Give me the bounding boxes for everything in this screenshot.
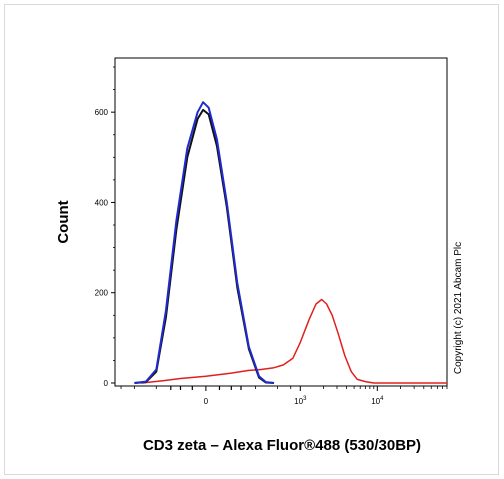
series-layer bbox=[134, 101, 447, 384]
y-axis: 0 200 400 600 bbox=[95, 66, 115, 388]
x-tick-label: 103 bbox=[294, 396, 307, 406]
plot-area bbox=[114, 57, 448, 387]
figure-frame bbox=[4, 4, 499, 475]
y-tick-label: 600 bbox=[95, 108, 109, 117]
series-line-1 bbox=[134, 101, 275, 384]
x-tick-label: 0 bbox=[204, 397, 209, 406]
y-axis-title: Count bbox=[55, 200, 72, 243]
x-tick-label: 104 bbox=[371, 396, 384, 406]
series-line-3 bbox=[141, 298, 447, 384]
copyright-notice: Copyright (c) 2021 Abcam Plc bbox=[453, 242, 464, 374]
y-tick-label: 0 bbox=[104, 379, 109, 388]
y-tick-label: 200 bbox=[95, 289, 109, 298]
x-axis: 0 103 104 bbox=[120, 386, 448, 406]
y-tick-label: 400 bbox=[95, 198, 109, 207]
x-axis-title: CD3 zeta – Alexa Fluor®488 (530/30BP) bbox=[143, 437, 421, 454]
series-line-2 bbox=[134, 108, 275, 384]
